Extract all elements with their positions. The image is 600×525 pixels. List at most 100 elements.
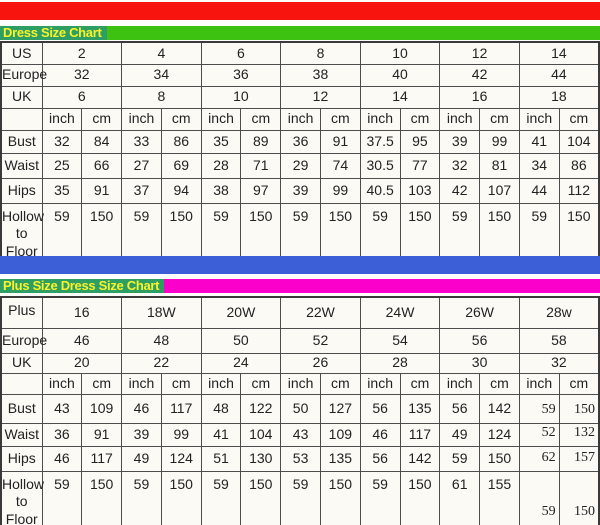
size-row: Europe 46 48 50 52 54 56 58 — [0, 327, 600, 354]
measure-value-cell: 150 — [160, 470, 202, 525]
size-row: Europe 32 34 36 38 40 42 44 — [0, 63, 600, 87]
measure-row: Hollow to Floor 59 150 59 150 59 150 59 150 59 150… — [0, 470, 600, 525]
measure-value-cell: 150 — [479, 445, 520, 472]
measure-value-cell: 99 — [319, 177, 361, 204]
measure-value-cell: 42 — [439, 177, 481, 204]
size-value-cell: 6 — [41, 85, 123, 109]
measure-value-cell: 142 — [479, 393, 520, 424]
measure-value-cell: 59 — [200, 470, 242, 525]
size-value-cell: 42 — [439, 63, 520, 87]
measure-value-cell: 38 — [200, 177, 242, 204]
measure-value-cell: 59 — [200, 202, 242, 262]
measure-value-cell: 103 — [399, 177, 441, 204]
measure-value-cell: 84 — [81, 129, 123, 154]
size-value-cell: 16 — [41, 296, 123, 329]
row-label: Hollow to Floor — [0, 470, 44, 525]
size-value-cell: 2 — [41, 41, 123, 65]
row-label: UK — [0, 352, 43, 374]
unit-header-cell: cm — [240, 372, 282, 395]
measure-value-cell: 66 — [81, 152, 123, 179]
measure-value-cell: 104 — [240, 422, 282, 447]
measure-value-cell: 61 — [439, 470, 481, 525]
unit-header-cell: cm — [558, 372, 600, 395]
row-label: Waist — [0, 152, 43, 179]
size-value-cell: 48 — [121, 327, 202, 354]
measure-value-cell: 59 — [439, 202, 481, 262]
measure-value-cell: 91 — [81, 177, 123, 204]
row-label: US — [0, 41, 43, 65]
measure-value-cell: 59 — [121, 470, 162, 525]
size-value-cell: 28 — [359, 352, 441, 374]
size-value-cell: 38 — [280, 63, 361, 87]
measure-value-cell: 142 — [399, 445, 441, 472]
row-label: Bust — [0, 393, 43, 424]
measure-row: Bust 32 84 33 86 35 89 36 91 37.5 95 39 99 41 104 — [0, 129, 600, 154]
measure-value-cell: 48 — [200, 393, 242, 424]
measure-value-cell: 56 — [359, 445, 401, 472]
measure-value-cell: 127 — [319, 393, 361, 424]
measure-value-cell: 59 — [518, 393, 560, 424]
measure-value-cell: 109 — [319, 422, 361, 447]
unit-header-cell: inch — [41, 107, 83, 131]
measure-value-cell: 59 — [359, 470, 401, 525]
measure-value-cell: 52 — [518, 422, 560, 447]
measure-value-cell: 32 — [439, 152, 481, 179]
size-value-cell: 40 — [359, 63, 441, 87]
plus-size-chart-title-bar: Plus Size Dress Size Chart — [0, 279, 600, 293]
size-value-cell: 10 — [359, 41, 441, 65]
measure-value-cell: 157 — [558, 445, 600, 472]
measure-value-cell: 86 — [558, 152, 600, 179]
measure-value-cell: 150 — [160, 202, 202, 262]
measure-value-cell: 62 — [518, 445, 560, 472]
measure-value-cell: 150 — [399, 470, 441, 525]
measure-value-cell: 135 — [399, 393, 441, 424]
unit-header-row: inch cm inch cm inch cm inch cm inch cm inch cm inch… — [0, 107, 600, 131]
unit-header-cell: cm — [160, 107, 202, 131]
unit-header-cell: cm — [479, 107, 520, 131]
row-label: UK — [0, 85, 43, 109]
measure-value-cell: 49 — [439, 422, 481, 447]
size-value-cell: 12 — [280, 85, 361, 109]
measure-value-cell: 104 — [558, 129, 600, 154]
measure-value-cell: 36 — [280, 129, 321, 154]
unit-header-cell: inch — [359, 107, 401, 131]
unit-header-cell: inch — [439, 372, 481, 395]
unit-header-cell: inch — [439, 107, 481, 131]
measure-value-cell: 86 — [160, 129, 202, 154]
unit-header-cell: inch — [359, 372, 401, 395]
measure-value-cell: 150 — [558, 470, 600, 525]
dress-size-chart-title: Dress Size Chart — [0, 26, 107, 40]
size-value-cell: 6 — [200, 41, 282, 65]
row-label: Bust — [0, 129, 43, 154]
unit-header-cell: cm — [399, 107, 441, 131]
measure-value-cell: 34 — [518, 152, 560, 179]
unit-header-cell: cm — [160, 372, 202, 395]
size-value-cell: 10 — [200, 85, 282, 109]
size-value-cell: 30 — [439, 352, 520, 374]
size-row: UK 20 22 24 26 28 30 32 — [0, 352, 600, 374]
unit-header-cell: inch — [280, 107, 321, 131]
size-value-cell: 8 — [121, 85, 202, 109]
measure-value-cell: 77 — [399, 152, 441, 179]
measure-value-cell: 39 — [439, 129, 481, 154]
measure-value-cell: 94 — [160, 177, 202, 204]
measure-value-cell: 124 — [479, 422, 520, 447]
measure-value-cell: 35 — [41, 177, 83, 204]
measure-value-cell: 89 — [240, 129, 282, 154]
row-label-text: Plus Size — [8, 302, 36, 318]
size-value-cell: 56 — [439, 327, 520, 354]
corner-cell — [0, 372, 43, 395]
size-value-cell: 44 — [518, 63, 600, 87]
measure-value-cell: 91 — [319, 129, 361, 154]
size-value-cell: 24W — [359, 296, 441, 329]
size-value-cell: 4 — [121, 41, 202, 65]
measure-value-cell: 117 — [81, 445, 123, 472]
measure-row: Waist 36 91 39 99 41 104 43 109 46 117 49 124 52 132 — [0, 422, 600, 447]
size-value-cell: 18 — [518, 85, 600, 109]
measure-value-cell: 59 — [518, 202, 560, 262]
measure-value-cell: 59 — [41, 470, 83, 525]
measure-value-cell: 150 — [319, 202, 361, 262]
row-label: Europe — [0, 327, 47, 354]
